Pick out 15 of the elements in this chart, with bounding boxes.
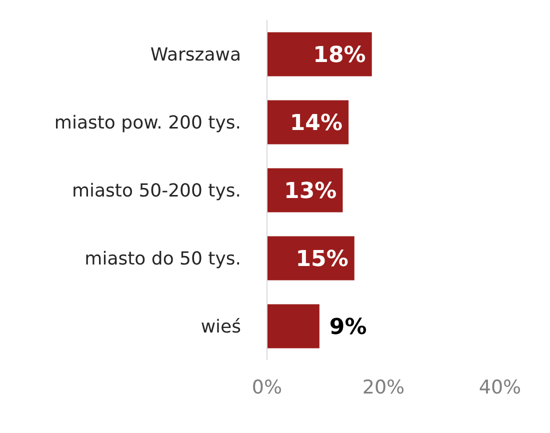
data-label: 18% [313, 43, 366, 68]
bar [267, 304, 320, 348]
y-tick-label: wieś [200, 316, 241, 338]
y-tick-label: miasto 50-200 tys. [72, 180, 241, 202]
data-label: 15% [296, 247, 348, 272]
x-tick-label: 0% [252, 376, 282, 398]
y-tick-label: Warszawa [150, 44, 241, 66]
data-label: 14% [290, 111, 343, 136]
y-tick-label: miasto pow. 200 tys. [54, 112, 241, 134]
data-label: 13% [284, 179, 337, 204]
x-tick-label: 20% [362, 376, 405, 398]
bar [267, 32, 372, 76]
x-tick-label: 40% [478, 376, 522, 398]
data-label: 9% [329, 315, 367, 340]
y-tick-label: miasto do 50 tys. [84, 248, 241, 270]
